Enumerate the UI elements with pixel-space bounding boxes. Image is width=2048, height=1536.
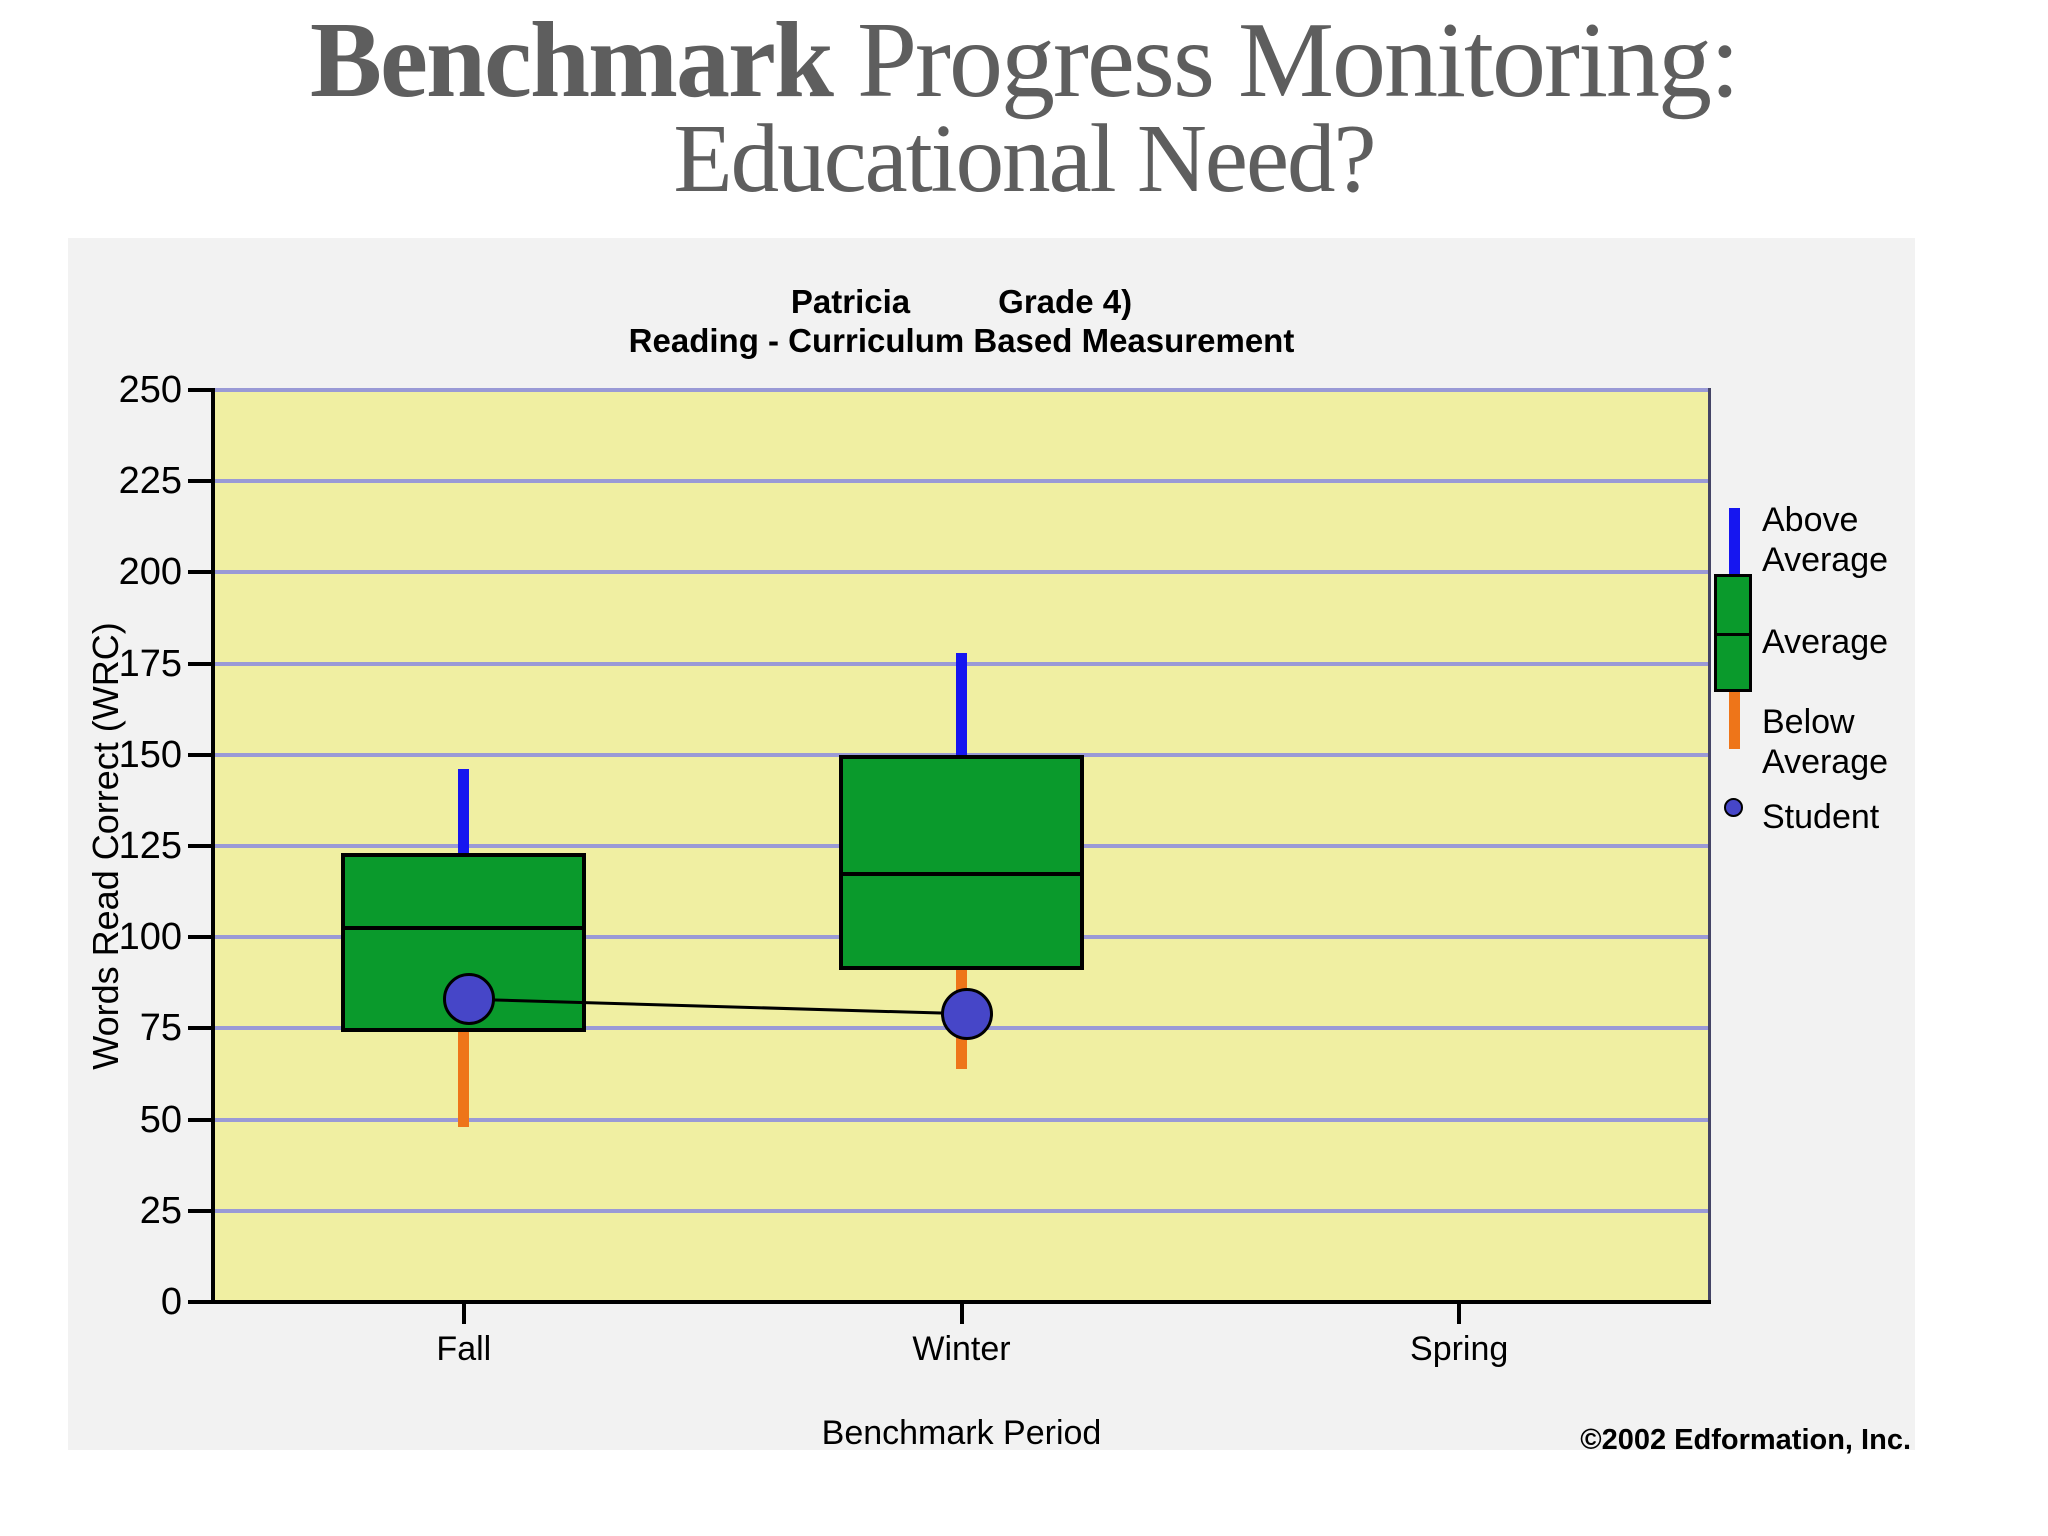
average-box-winter (839, 754, 1084, 971)
x-tick-fall (461, 1302, 466, 1324)
y-tick-label-75: 75 (139, 1007, 182, 1050)
below-average-whisker-fall (458, 1032, 470, 1127)
y-tick-label-150: 150 (118, 733, 182, 776)
student-point-fall (442, 973, 495, 1026)
plot-area (215, 390, 1708, 1302)
y-tick-75 (188, 1026, 215, 1031)
grade-label: Grade 4) (998, 283, 1133, 320)
slide-title-line2: Educational Need? (673, 105, 1376, 213)
median-line-fall (345, 926, 583, 931)
legend-label-average: Average (1762, 623, 1889, 661)
plot-right-border (1708, 388, 1711, 1304)
median-line-winter (843, 871, 1080, 876)
legend-average-median-line (1717, 633, 1749, 636)
x-tick-winter (959, 1302, 964, 1324)
chart-subtitle: Reading - Curriculum Based Measurement (628, 322, 1295, 359)
student-name: Patricia (790, 283, 911, 320)
gridline-50 (215, 1117, 1708, 1122)
top-gridline-250 (215, 388, 1708, 392)
slide-title-bold-word: Benchmark (309, 1, 834, 120)
above-average-whisker-fall (458, 769, 470, 854)
y-tick-175 (188, 661, 215, 666)
y-tick-label-225: 225 (118, 460, 182, 503)
chart-title-line1: Patricia Grade 4) (215, 282, 1708, 321)
y-tick-label-250: 250 (118, 369, 182, 411)
student-point-winter (940, 987, 993, 1040)
y-tick-150 (188, 752, 215, 757)
y-tick-label-100: 100 (118, 916, 182, 959)
legend-label-student: Student (1762, 798, 1880, 836)
y-tick-100 (188, 935, 215, 940)
x-axis-title: Benchmark Period (821, 1414, 1102, 1452)
y-tick-200 (188, 570, 215, 575)
x-tick-label-fall: Fall (436, 1330, 492, 1368)
x-tick-label-winter: Winter (912, 1330, 1011, 1368)
y-tick-50 (188, 1117, 215, 1122)
x-tick-label-spring: Spring (1410, 1330, 1509, 1368)
y-tick-label-50: 50 (139, 1098, 182, 1141)
legend-above-average-swatch (1729, 508, 1740, 574)
x-tick-spring (1457, 1302, 1462, 1324)
y-tick-125 (188, 844, 215, 848)
copyright-text: ©2002 Edformation, Inc. (1580, 1424, 1911, 1456)
legend-average-swatch (1714, 574, 1752, 692)
gridline-225 (215, 479, 1708, 484)
chart-panel: Patricia Grade 4) Reading - Curriculum Ba… (68, 238, 1915, 1456)
chart-title: Patricia Grade 4) Reading - Curriculum Ba… (215, 282, 1708, 360)
y-tick-label-125: 125 (118, 825, 182, 867)
y-tick-0 (188, 1300, 215, 1304)
y-tick-225 (188, 479, 215, 484)
legend-below-average-swatch (1729, 692, 1740, 749)
legend-label-below-average: Below Average (1762, 703, 1889, 781)
y-tick-250 (188, 388, 215, 392)
y-tick-label-200: 200 (118, 551, 182, 594)
y-tick-label-175: 175 (118, 642, 182, 685)
slide-title-line1: Benchmark Progress Monitoring: (0, 5, 2048, 116)
gridline-25 (215, 1208, 1708, 1213)
legend-student-swatch (1724, 798, 1743, 817)
gridline-200 (215, 570, 1708, 575)
slide-title-rest: Progress Monitoring: (831, 1, 1740, 120)
above-average-whisker-winter (956, 652, 967, 755)
slide-title: Benchmark Progress Monitoring: Education… (0, 5, 2048, 213)
y-tick-label-0: 0 (160, 1281, 182, 1323)
y-tick-25 (188, 1208, 215, 1213)
legend-label-above-average: Above Average (1762, 501, 1889, 579)
y-tick-label-25: 25 (139, 1189, 182, 1232)
